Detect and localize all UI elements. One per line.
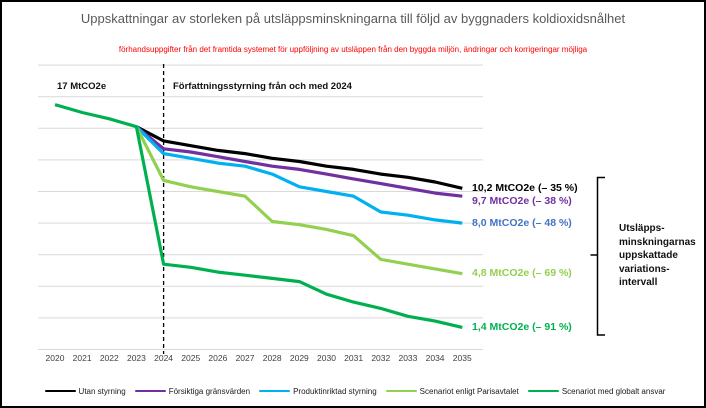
series-line-scenariot-med-globalt-ansvar bbox=[54, 103, 463, 329]
legend: Utan styrning Försiktiga gränsvärden Produ… bbox=[2, 381, 704, 401]
end-label-1-4: 1,4 MtCO2e (– 91 %) bbox=[472, 320, 572, 333]
end-label-10-2: 10,2 MtCO2e (– 35 %) bbox=[472, 181, 578, 194]
legend-item-produktinriktad-styrning: Produktinriktad styrning bbox=[259, 387, 377, 396]
x-tick-2028: 2028 bbox=[262, 353, 282, 363]
x-axis: 2020 2021 2022 2023 2024 2025 2026 2027 2028 2029… bbox=[2, 353, 704, 365]
x-tick-2027: 2027 bbox=[235, 353, 255, 363]
legend-swatch-scenariot-med-globalt-ansvar bbox=[527, 389, 559, 393]
x-tick-2025: 2025 bbox=[181, 353, 201, 363]
series-line-scenariot-enligt-parisavtalet bbox=[134, 125, 463, 276]
range-note-line: intervall bbox=[619, 277, 658, 288]
legend-swatch-forsiktiga-gransvarden bbox=[134, 389, 166, 393]
legend-item-utan-styrning: Utan styrning bbox=[44, 386, 126, 396]
chart-subtitle: förhandsuppgifter från det framtida syst… bbox=[118, 45, 588, 54]
series-line-forsiktiga-gransvarden bbox=[135, 125, 463, 198]
x-tick-2026: 2026 bbox=[208, 353, 228, 363]
legend-swatch-utan-styrning bbox=[44, 389, 76, 393]
legend-label: Scenariot enligt Parisavtalet bbox=[419, 386, 519, 396]
legend-label: Scenariot med globalt ansvar bbox=[561, 386, 666, 396]
legend-label: Utan styrning bbox=[78, 386, 126, 396]
x-tick-2032: 2032 bbox=[371, 353, 391, 363]
legend-item-forsiktiga-gransvarden: Försiktiga gränsvärden bbox=[134, 386, 251, 396]
x-tick-2033: 2033 bbox=[398, 353, 418, 363]
range-note-line: variations- bbox=[619, 263, 670, 275]
legend-label: Produktinriktad styrning bbox=[293, 386, 377, 396]
legend-swatch-scenariot-enligt-parisavtalet bbox=[385, 389, 417, 393]
legend-label: Försiktiga gränsvärden bbox=[168, 386, 251, 396]
x-tick-2021: 2021 bbox=[72, 353, 92, 363]
legend-swatch-produktinriktad-styrning bbox=[259, 389, 291, 393]
range-note-line: uppskattade bbox=[619, 250, 678, 261]
x-tick-2023: 2023 bbox=[126, 353, 146, 363]
legend-item-scenariot-med-globalt-ansvar: Scenariot med globalt ansvar bbox=[527, 386, 666, 396]
legend-item-scenariot-enligt-parisavtalet: Scenariot enligt Parisavtalet bbox=[385, 386, 519, 396]
x-tick-2035: 2035 bbox=[452, 353, 472, 363]
range-note-line: Utsläpps- bbox=[619, 223, 665, 234]
policy-annotation: Författningsstyrning från och med 2024 bbox=[173, 81, 352, 92]
series-line-produktinriktad-styrning bbox=[135, 125, 463, 225]
x-tick-2022: 2022 bbox=[99, 353, 119, 363]
x-tick-2024: 2024 bbox=[154, 353, 174, 363]
range-note-line: minskningarnas bbox=[619, 236, 696, 248]
chart-title: Uppskattningar av storleken på utsläppsm… bbox=[80, 11, 626, 26]
variation-bracket bbox=[590, 176, 605, 336]
variation-range-note: Utsläpps-minskningarnas uppskattade variat… bbox=[619, 222, 704, 290]
end-label-9-7: 9,7 MtCO2e (– 38 %) bbox=[472, 194, 572, 207]
x-tick-2034: 2034 bbox=[425, 353, 445, 363]
start-level-annotation: 17 MtCO2e bbox=[57, 81, 107, 92]
x-tick-2031: 2031 bbox=[344, 353, 364, 363]
end-label-4-8: 4,8 MtCO2e (– 69 %) bbox=[472, 267, 572, 280]
x-tick-2030: 2030 bbox=[317, 353, 336, 363]
series-line-utan-styrning bbox=[135, 125, 463, 190]
end-label-8-0: 8,0 MtCO2e (– 48 %) bbox=[472, 216, 572, 229]
x-tick-2020: 2020 bbox=[45, 353, 65, 363]
x-tick-2029: 2029 bbox=[289, 353, 309, 363]
